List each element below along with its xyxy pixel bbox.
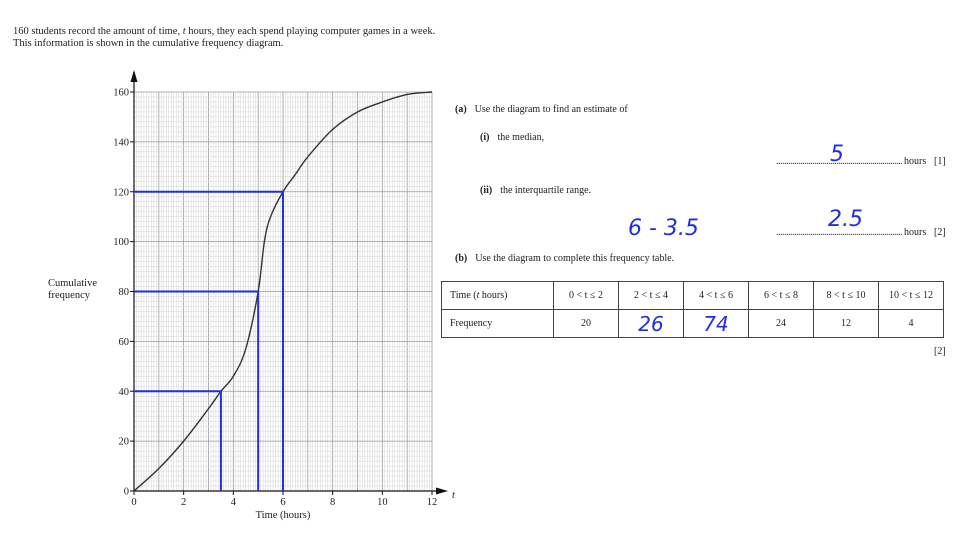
y-tick-label: 80 (119, 287, 130, 298)
intro-line-1-b: hours, they each spend playing computer … (185, 26, 436, 37)
y-tick-label: 100 (113, 237, 129, 248)
x-tick-label: 8 (330, 497, 335, 508)
time-header-var: t (476, 290, 480, 301)
interval-cell: 6 < t ≤ 8 (748, 281, 814, 310)
y-tick-label: 120 (113, 187, 129, 198)
question-a: (a) Use the diagram to find an estimate o… (455, 104, 628, 115)
frequency-cell: 24 (748, 309, 814, 338)
reading-line (134, 290, 260, 491)
time-header-b: hours) (479, 290, 508, 301)
frequency-cell-handwritten: 74 (683, 309, 749, 338)
question-a-i-label: (i) (480, 132, 490, 143)
handwritten-median-answer: 5 (830, 142, 844, 167)
intro-line-1-a: 160 students record the amount of time, (13, 26, 183, 37)
reading-line (134, 390, 222, 491)
question-a-ii-text: the interquartile range. (500, 185, 592, 196)
frequency-table: Time (t hours) 0 < t ≤ 2 2 < t ≤ 4 4 < t… (441, 281, 944, 338)
y-axis-label-line-2: frequency (48, 290, 90, 301)
x-tick-label: 0 (131, 497, 136, 508)
iqr-marks: [2] (934, 227, 946, 238)
x-tick-label: 12 (427, 497, 438, 508)
y-tick-label: 40 (119, 387, 130, 398)
question-a-i: (i) the median, (480, 132, 544, 143)
table-row-frequency: Frequency 20 26 74 24 12 4 (441, 309, 944, 338)
x-tick-label: 2 (181, 497, 186, 508)
question-a-ii: (ii) the interquartile range. (480, 185, 591, 196)
interval-cell: 10 < t ≤ 12 (878, 281, 944, 310)
question-a-text: Use the diagram to find an estimate of (474, 104, 628, 115)
interval-cell: 0 < t ≤ 2 (553, 281, 619, 310)
cumulative-frequency-curve (133, 91, 433, 492)
y-axis-label: Cumulative frequency (48, 278, 97, 302)
y-tick-label: 20 (119, 437, 130, 448)
handwritten-iqr-working: 6 - 3.5 (628, 216, 699, 241)
question-a-i-text: the median, (497, 132, 545, 143)
x-tick-label: 6 (280, 497, 285, 508)
interval-cell: 4 < t ≤ 6 (683, 281, 749, 310)
frequency-cell: 12 (813, 309, 879, 338)
y-axis-arrow (130, 70, 138, 82)
x-tick-label: 4 (231, 497, 237, 508)
frequency-cell: 4 (878, 309, 944, 338)
intro-line-1: 160 students record the amount of time, … (13, 26, 435, 38)
x-tick-label: 10 (377, 497, 388, 508)
intro-line-2: This information is shown in the cumulat… (13, 38, 284, 49)
interval-cell: 8 < t ≤ 10 (813, 281, 879, 310)
y-tick-label: 140 (113, 137, 129, 148)
median-marks: [1] (934, 156, 946, 167)
reading-line (134, 190, 284, 491)
question-b-marks: [2] (934, 346, 946, 357)
table-row-time: Time (t hours) 0 < t ≤ 2 2 < t ≤ 4 4 < t… (441, 281, 944, 310)
question-b-label: (b) (455, 253, 468, 264)
question-b: (b) Use the diagram to complete this freq… (455, 253, 674, 264)
x-axis-arrow (436, 487, 448, 495)
question-a-label: (a) (455, 104, 467, 115)
y-tick-label: 60 (119, 337, 130, 348)
x-axis-label: Time (hours) (256, 510, 311, 521)
question-a-ii-label: (ii) (480, 185, 493, 196)
answer-line-median: ........................................… (776, 156, 902, 167)
interval-cell: 2 < t ≤ 4 (618, 281, 684, 310)
intro-line-1-var: t (182, 26, 186, 37)
median-unit: hours (904, 156, 927, 167)
y-tick-label: 160 (113, 88, 129, 99)
time-header-a: Time ( (450, 290, 477, 301)
frequency-cell-handwritten: 26 (618, 309, 684, 338)
question-b-text: Use the diagram to complete this frequen… (475, 253, 675, 264)
time-header-cell: Time (t hours) (441, 281, 554, 310)
intro-text: 160 students record the amount of time, … (13, 26, 435, 50)
handwritten-iqr-answer: 2.5 (828, 207, 863, 232)
x-axis-variable: t (452, 490, 456, 501)
answer-line-iqr: ........................................… (776, 227, 902, 238)
frequency-cell: 20 (553, 309, 619, 338)
y-axis-label-line-1: Cumulative (48, 278, 97, 289)
frequency-header-cell: Frequency (441, 309, 554, 338)
iqr-unit: hours (904, 227, 927, 238)
y-tick-label: 0 (124, 487, 129, 498)
